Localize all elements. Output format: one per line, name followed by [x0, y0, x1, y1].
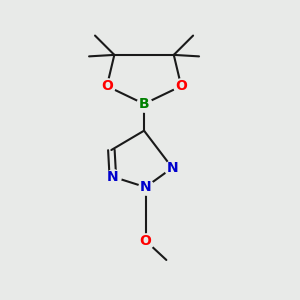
- Text: N: N: [167, 161, 178, 175]
- Text: O: O: [140, 234, 152, 248]
- Text: N: N: [140, 180, 152, 194]
- Text: O: O: [175, 79, 187, 93]
- Text: B: B: [139, 97, 149, 111]
- Text: O: O: [101, 79, 113, 93]
- Text: N: N: [107, 170, 119, 184]
